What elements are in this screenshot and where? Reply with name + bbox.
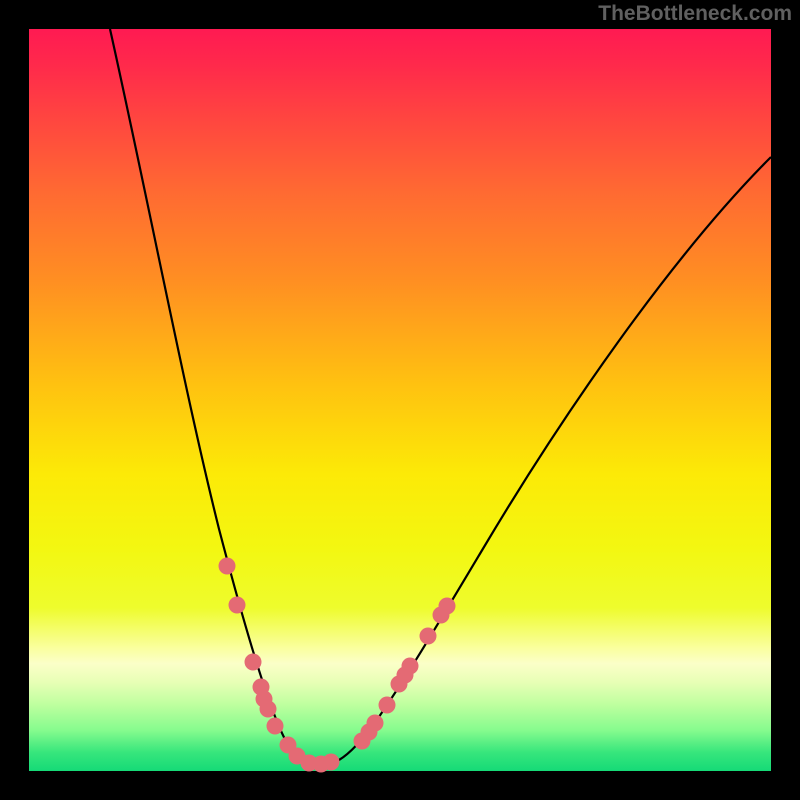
data-point	[439, 598, 456, 615]
curve-left-branch	[110, 29, 318, 765]
data-point	[379, 697, 396, 714]
data-point	[245, 654, 262, 671]
data-point	[367, 715, 384, 732]
curve-overlay	[29, 29, 771, 771]
plot-area	[29, 29, 771, 771]
data-point	[219, 558, 236, 575]
curve-right-branch	[318, 157, 771, 765]
data-point	[323, 754, 340, 771]
data-point	[267, 718, 284, 735]
data-point	[229, 597, 246, 614]
watermark-text: TheBottleneck.com	[598, 2, 792, 26]
data-point	[420, 628, 437, 645]
data-point	[402, 658, 419, 675]
data-point	[260, 701, 277, 718]
